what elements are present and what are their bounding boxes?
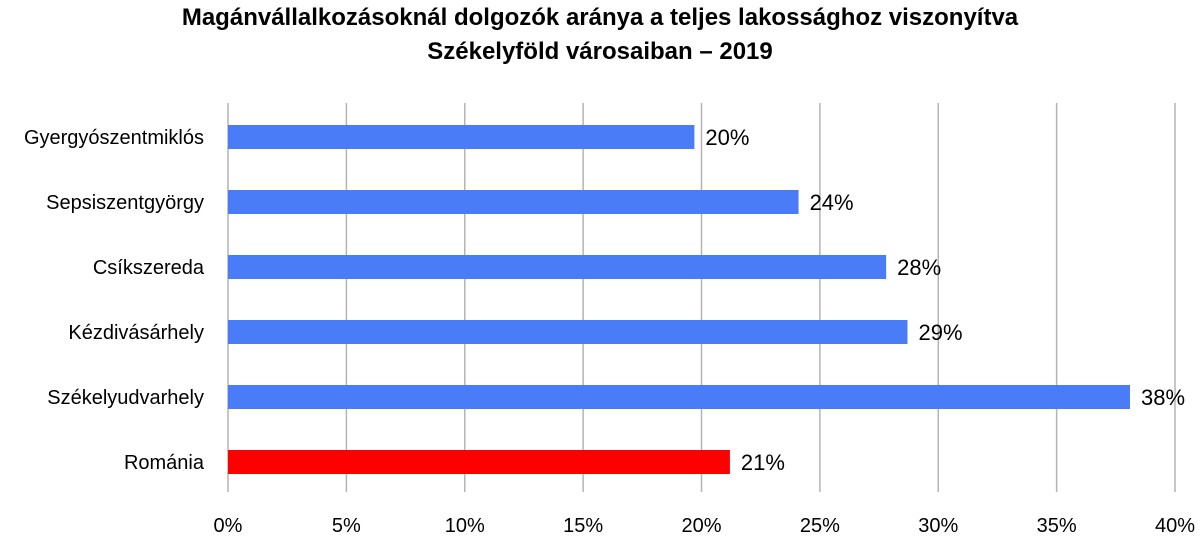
category-label: Csíkszereda — [93, 257, 205, 279]
x-tick-label: 10% — [445, 515, 485, 537]
category-label: Sepsiszentgyörgy — [46, 192, 204, 214]
x-axis-ticks: 0% 5% 10% 15% 20% 25% 30% 35% 40% — [214, 515, 1196, 537]
bars — [228, 125, 1131, 474]
data-label: 38% — [1141, 385, 1185, 410]
gridlines — [227, 103, 1176, 492]
x-tick-label: 0% — [214, 515, 243, 537]
category-label: Székelyudvarhely — [47, 387, 204, 409]
data-label: 29% — [918, 320, 962, 345]
x-tick-label: 5% — [332, 515, 361, 537]
x-tick-label: 15% — [563, 515, 603, 537]
category-label: Kézdivásárhely — [68, 322, 204, 344]
bar — [228, 125, 695, 149]
x-tick-label: 30% — [918, 515, 958, 537]
category-label: Gyergyószentmiklós — [24, 127, 204, 149]
data-label: 20% — [705, 125, 749, 150]
bar — [228, 385, 1131, 409]
data-labels: 20% 24% 28% 29% 38% 21% — [705, 125, 1185, 475]
chart-subtitle: Székelyföld városaiban – 2019 — [427, 38, 773, 65]
data-label: 24% — [810, 190, 854, 215]
x-tick-label: 35% — [1037, 515, 1077, 537]
x-tick-label: 40% — [1155, 515, 1195, 537]
category-label: Románia — [124, 452, 205, 474]
category-labels: Gyergyószentmiklós Sepsiszentgyörgy Csíksz… — [24, 127, 205, 474]
bar — [228, 320, 908, 344]
data-label: 21% — [741, 450, 785, 475]
bar — [228, 190, 799, 214]
x-tick-label: 20% — [681, 515, 721, 537]
bar — [228, 450, 730, 474]
x-tick-label: 25% — [800, 515, 840, 537]
bar — [228, 255, 887, 279]
data-label: 28% — [897, 255, 941, 280]
chart-title: Magánvállalkozásoknál dolgozók aránya a … — [181, 4, 1019, 31]
